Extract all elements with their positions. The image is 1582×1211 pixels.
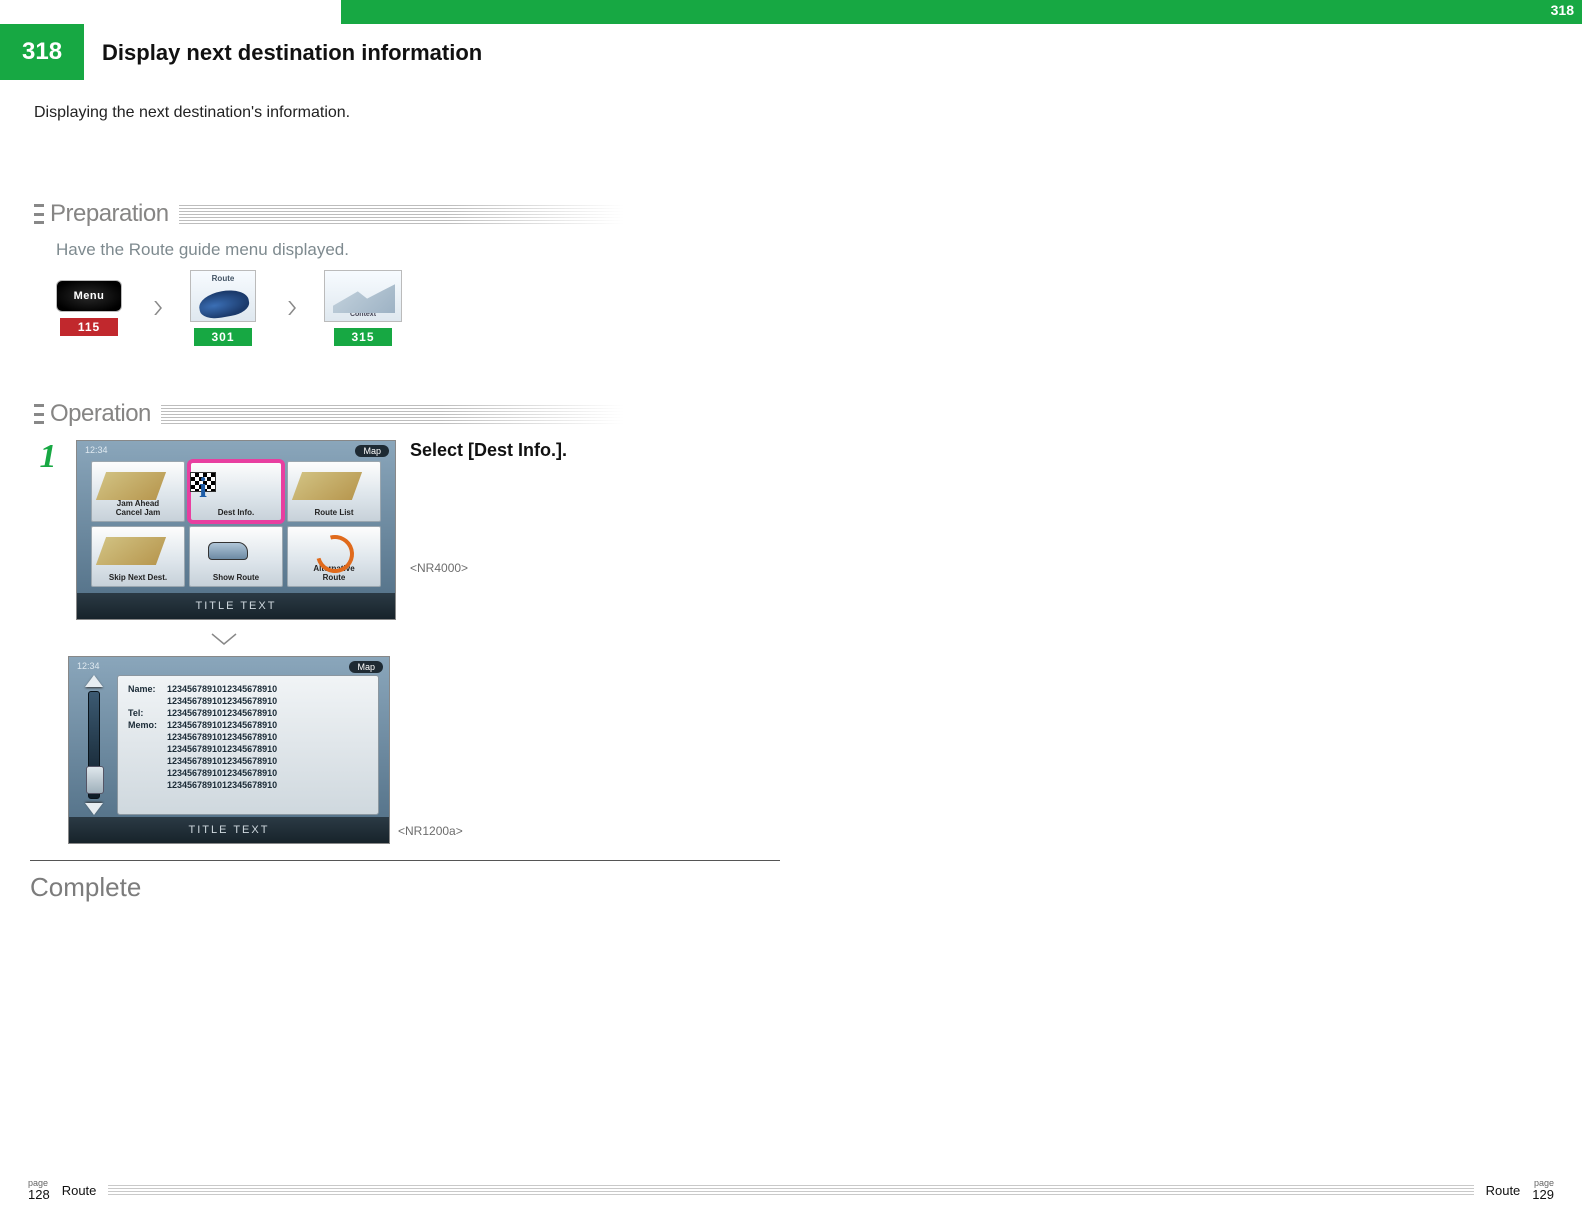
header-section-number: 318 xyxy=(0,24,84,80)
screenshot-info: 12:34 Map Name: Tel: Memo: 1234567891012… xyxy=(68,656,390,844)
alt-route-icon xyxy=(288,531,380,568)
preparation-text: Have the Route guide menu displayed. xyxy=(56,240,624,260)
skip-icon xyxy=(92,531,184,568)
step-number: 1 xyxy=(34,440,62,474)
scroll-thumb[interactable] xyxy=(86,766,104,794)
info-value-line: 12345678910123456789​10 xyxy=(167,780,277,790)
intro-text: Displaying the next destination's inform… xyxy=(34,104,350,122)
step-1: 1 12:34 Map Jam Ahead Cancel Jam Dest In… xyxy=(34,440,567,620)
info-value-line: 12345678910123456789​10 xyxy=(167,768,277,778)
tile-route-list[interactable]: Route List xyxy=(287,461,381,522)
preparation-heading: Preparation xyxy=(50,200,169,228)
page-header: 318 Display next destination information xyxy=(0,24,482,80)
page-title: Display next destination information xyxy=(84,24,482,80)
tile-label: Dest Info. xyxy=(218,508,254,517)
footer-page-right: page 129 xyxy=(1532,1179,1554,1201)
operation-heading: Operation xyxy=(50,400,151,428)
tile-dest-info[interactable]: Dest Info. xyxy=(189,461,283,522)
preparation-heading-row: Preparation xyxy=(34,200,624,228)
navimap-line1: Navi map xyxy=(347,304,378,311)
chevron-right-icon xyxy=(276,301,304,315)
tile-label: Skip Next Dest. xyxy=(109,573,167,582)
title-bar: TITLE TEXT xyxy=(77,593,395,619)
jam-icon xyxy=(92,466,184,503)
title-bar: TITLE TEXT xyxy=(69,817,389,843)
info-value-line: 12345678910123456789​10 xyxy=(167,732,277,742)
preparation-steps: Menu 115 Route 301 Navi map Context 315 xyxy=(56,270,624,346)
ref-badge-301: 301 xyxy=(194,328,252,346)
tile-label: Route xyxy=(323,573,346,582)
info-value-line: 12345678910123456789​10 xyxy=(167,744,277,754)
preparation-section: Preparation Have the Route guide menu di… xyxy=(34,200,624,346)
label-name: Name: xyxy=(128,684,157,694)
tile-show-route[interactable]: Show Route xyxy=(189,526,283,587)
screenshot-info-wrap: 12:34 Map Name: Tel: Memo: 1234567891012… xyxy=(68,656,390,844)
navimap-thumb: Navi map Context xyxy=(324,270,402,322)
info-value-line: 12345678910123456789​10 xyxy=(167,684,277,694)
show-route-icon xyxy=(190,531,282,568)
prep-step-menu: Menu 115 xyxy=(56,280,122,336)
operation-section: Operation xyxy=(34,400,624,428)
step-instruction: Select [Dest Info.]. xyxy=(410,440,567,461)
heading-ornament xyxy=(34,404,44,424)
prep-step-navimap: Navi map Context 315 xyxy=(324,270,402,346)
page-number-right: 129 xyxy=(1532,1188,1554,1201)
menu-grid: Jam Ahead Cancel Jam Dest Info. Route Li… xyxy=(91,461,381,587)
dest-info-panel: Name: Tel: Memo: 12345678910123456789​10… xyxy=(117,675,379,815)
route-list-icon xyxy=(288,466,380,503)
chevron-down-icon xyxy=(210,632,238,646)
tile-alt-route[interactable]: Alternative Route xyxy=(287,526,381,587)
footer-chapter-right: Route xyxy=(1486,1183,1521,1198)
tile-label: Cancel Jam xyxy=(116,508,160,517)
chevron-right-icon xyxy=(142,301,170,315)
screen-time: 12:34 xyxy=(77,661,100,671)
info-value-line: 12345678910123456789​10 xyxy=(167,696,277,706)
heading-rule xyxy=(161,404,624,424)
route-thumb: Route xyxy=(190,270,256,322)
heading-ornament xyxy=(34,204,44,224)
navimap-line2: Context xyxy=(350,311,376,318)
tile-skip-next[interactable]: Skip Next Dest. xyxy=(91,526,185,587)
ref-badge-315: 315 xyxy=(334,328,392,346)
info-value-line: 12345678910123456789​10 xyxy=(167,720,277,730)
top-tab-number: 318 xyxy=(1551,2,1574,18)
map-button[interactable]: Map xyxy=(349,661,383,673)
dest-info-icon xyxy=(190,466,282,503)
screenshot-menu: 12:34 Map Jam Ahead Cancel Jam Dest Info… xyxy=(76,440,396,620)
route-thumb-label: Route xyxy=(191,274,255,283)
info-value-line: 12345678910123456789​10 xyxy=(167,756,277,766)
info-value-line: 12345678910123456789​10 xyxy=(167,708,277,718)
screen-time: 12:34 xyxy=(85,445,108,455)
tile-label: Show Route xyxy=(213,573,259,582)
map-button[interactable]: Map xyxy=(355,445,389,457)
info-labels: Name: Tel: Memo: xyxy=(128,684,157,806)
prep-step-route: Route 301 xyxy=(190,270,256,346)
ref-badge-115: 115 xyxy=(60,318,118,336)
footer-chapter-left: Route xyxy=(62,1183,97,1198)
page-number-left: 128 xyxy=(28,1188,50,1201)
complete-rule xyxy=(30,860,780,861)
tile-label: Route List xyxy=(314,508,353,517)
scroll-track[interactable] xyxy=(88,691,100,799)
complete-label: Complete xyxy=(30,872,141,903)
info-values: 12345678910123456789​10 12345678910123456… xyxy=(167,684,277,806)
scroll-slider[interactable] xyxy=(77,675,111,815)
tile-jam-ahead[interactable]: Jam Ahead Cancel Jam xyxy=(91,461,185,522)
scroll-up-icon[interactable] xyxy=(85,675,103,687)
menu-button-thumb: Menu xyxy=(56,280,122,312)
operation-heading-row: Operation xyxy=(34,400,624,428)
screen-tag-1: <NR4000> xyxy=(410,561,567,575)
footer-rule xyxy=(108,1185,1473,1195)
heading-rule xyxy=(179,204,624,224)
page-footer: page 128 Route Route page 129 xyxy=(28,1179,1554,1201)
footer-page-left: page 128 xyxy=(28,1179,50,1201)
top-tab-bar: 318 xyxy=(341,0,1582,24)
scroll-down-icon[interactable] xyxy=(85,803,103,815)
label-tel: Tel: xyxy=(128,708,157,718)
screen-tag-2: <NR1200a> xyxy=(398,824,463,838)
navimap-thumb-label: Navi map Context xyxy=(325,304,401,318)
label-memo: Memo: xyxy=(128,720,157,730)
